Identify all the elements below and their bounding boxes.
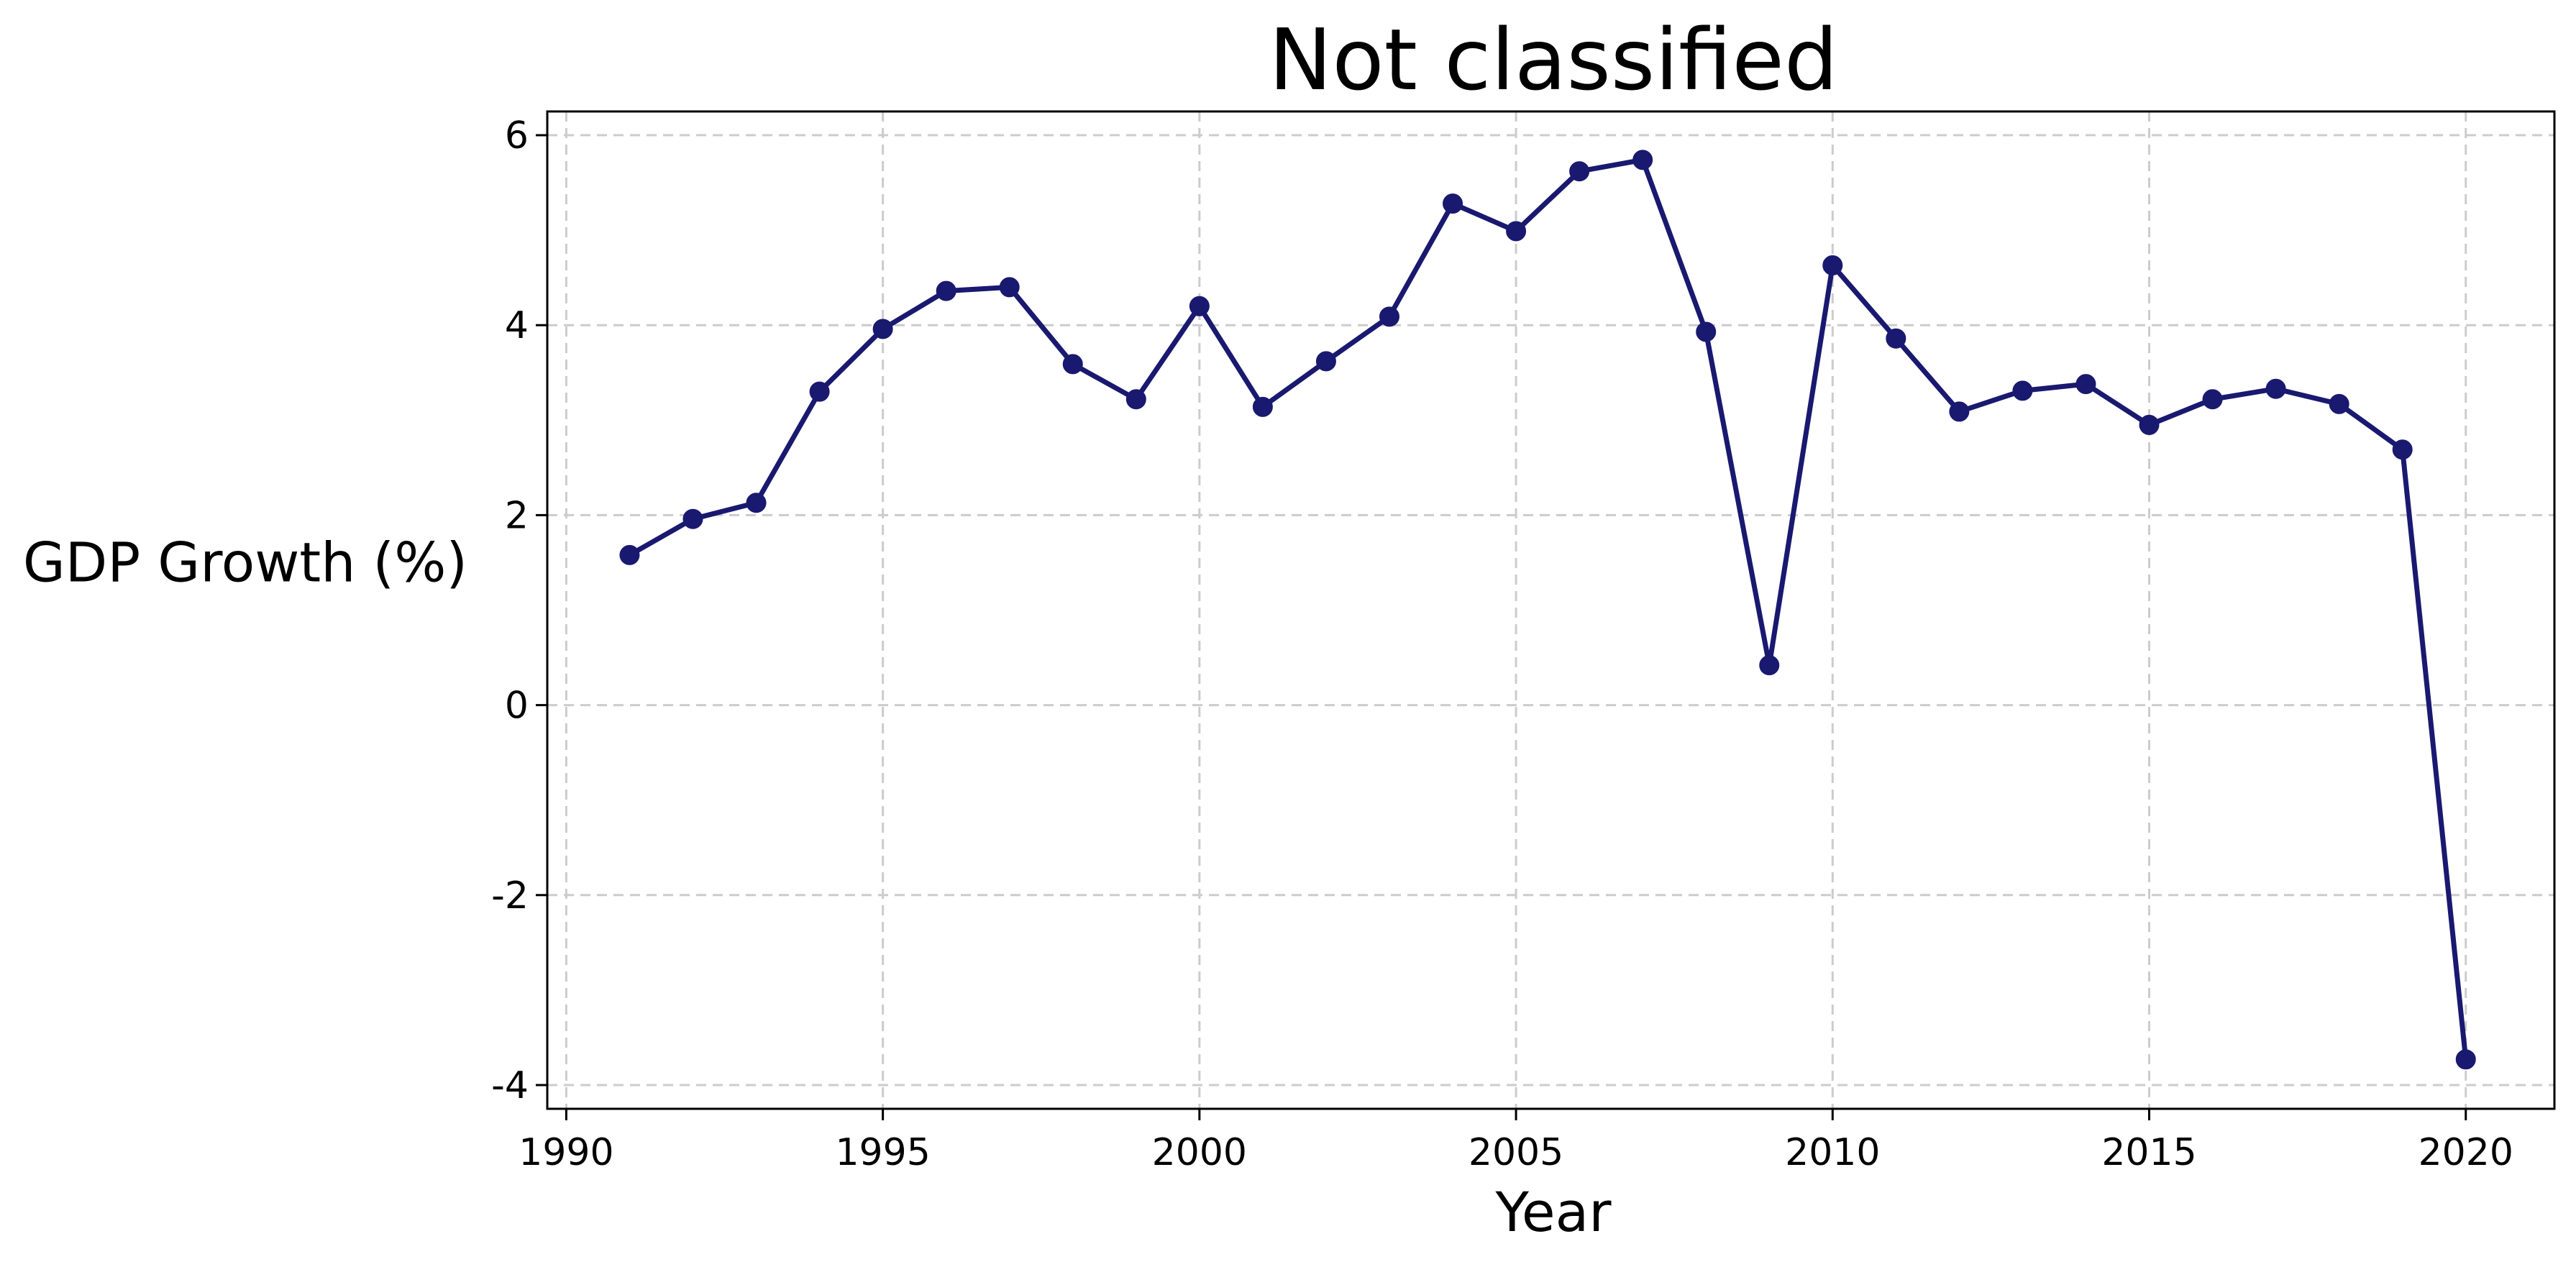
data-point: [682, 508, 703, 529]
data-point: [999, 277, 1020, 298]
data-point: [1696, 321, 1717, 342]
data-point: [1632, 150, 1653, 170]
data-point: [1379, 306, 1399, 327]
data-point: [1315, 351, 1336, 372]
y-axis-label: GDP Growth (%): [23, 530, 467, 594]
data-point: [1506, 221, 1527, 242]
x-tick-label: 2010: [1785, 1131, 1880, 1174]
data-point: [2265, 378, 2286, 399]
data-point: [1569, 161, 1590, 182]
axis-ticks: [536, 134, 2467, 1120]
y-tick-label: 6: [505, 114, 529, 157]
data-point: [2139, 414, 2160, 435]
y-tick-label: 4: [505, 304, 529, 347]
x-tick-label: 2005: [1469, 1131, 1563, 1174]
x-tick-label: 1990: [519, 1131, 613, 1174]
x-tick-label: 2020: [2419, 1131, 2513, 1174]
data-point: [2202, 389, 2223, 410]
x-tick-label: 2000: [1152, 1131, 1247, 1174]
series-layer: [619, 150, 2476, 1070]
data-point: [746, 493, 767, 513]
x-tick-label: 1995: [835, 1131, 930, 1174]
series-line: [626, 157, 2469, 1062]
data-point: [936, 280, 956, 301]
data-point: [2392, 439, 2413, 460]
y-tick-label: -4: [491, 1064, 529, 1107]
chart-title: Not classified: [1269, 10, 1838, 109]
data-point: [2329, 393, 2349, 414]
data-point: [1949, 401, 1970, 422]
data-point: [2012, 380, 2033, 401]
x-tick-label: 2015: [2101, 1131, 2196, 1174]
y-tick-label: 0: [505, 685, 529, 728]
data-point: [2455, 1049, 2476, 1070]
data-point: [1125, 389, 1146, 410]
data-point: [619, 544, 640, 565]
x-axis-label: Year: [1495, 1180, 1612, 1244]
data-point: [1062, 354, 1083, 375]
data-point: [872, 319, 893, 339]
y-tick-label: 2: [505, 494, 529, 537]
data-point: [1886, 328, 1906, 349]
data-point: [1759, 655, 1780, 676]
data-point: [809, 381, 830, 402]
data-point: [1822, 255, 1843, 275]
plot-frame: [546, 110, 2556, 1110]
data-point: [1443, 193, 1463, 214]
data-point: [1189, 296, 1210, 316]
data-point: [1252, 396, 1273, 417]
y-tick-label: -2: [491, 874, 529, 918]
data-point: [2075, 374, 2096, 395]
